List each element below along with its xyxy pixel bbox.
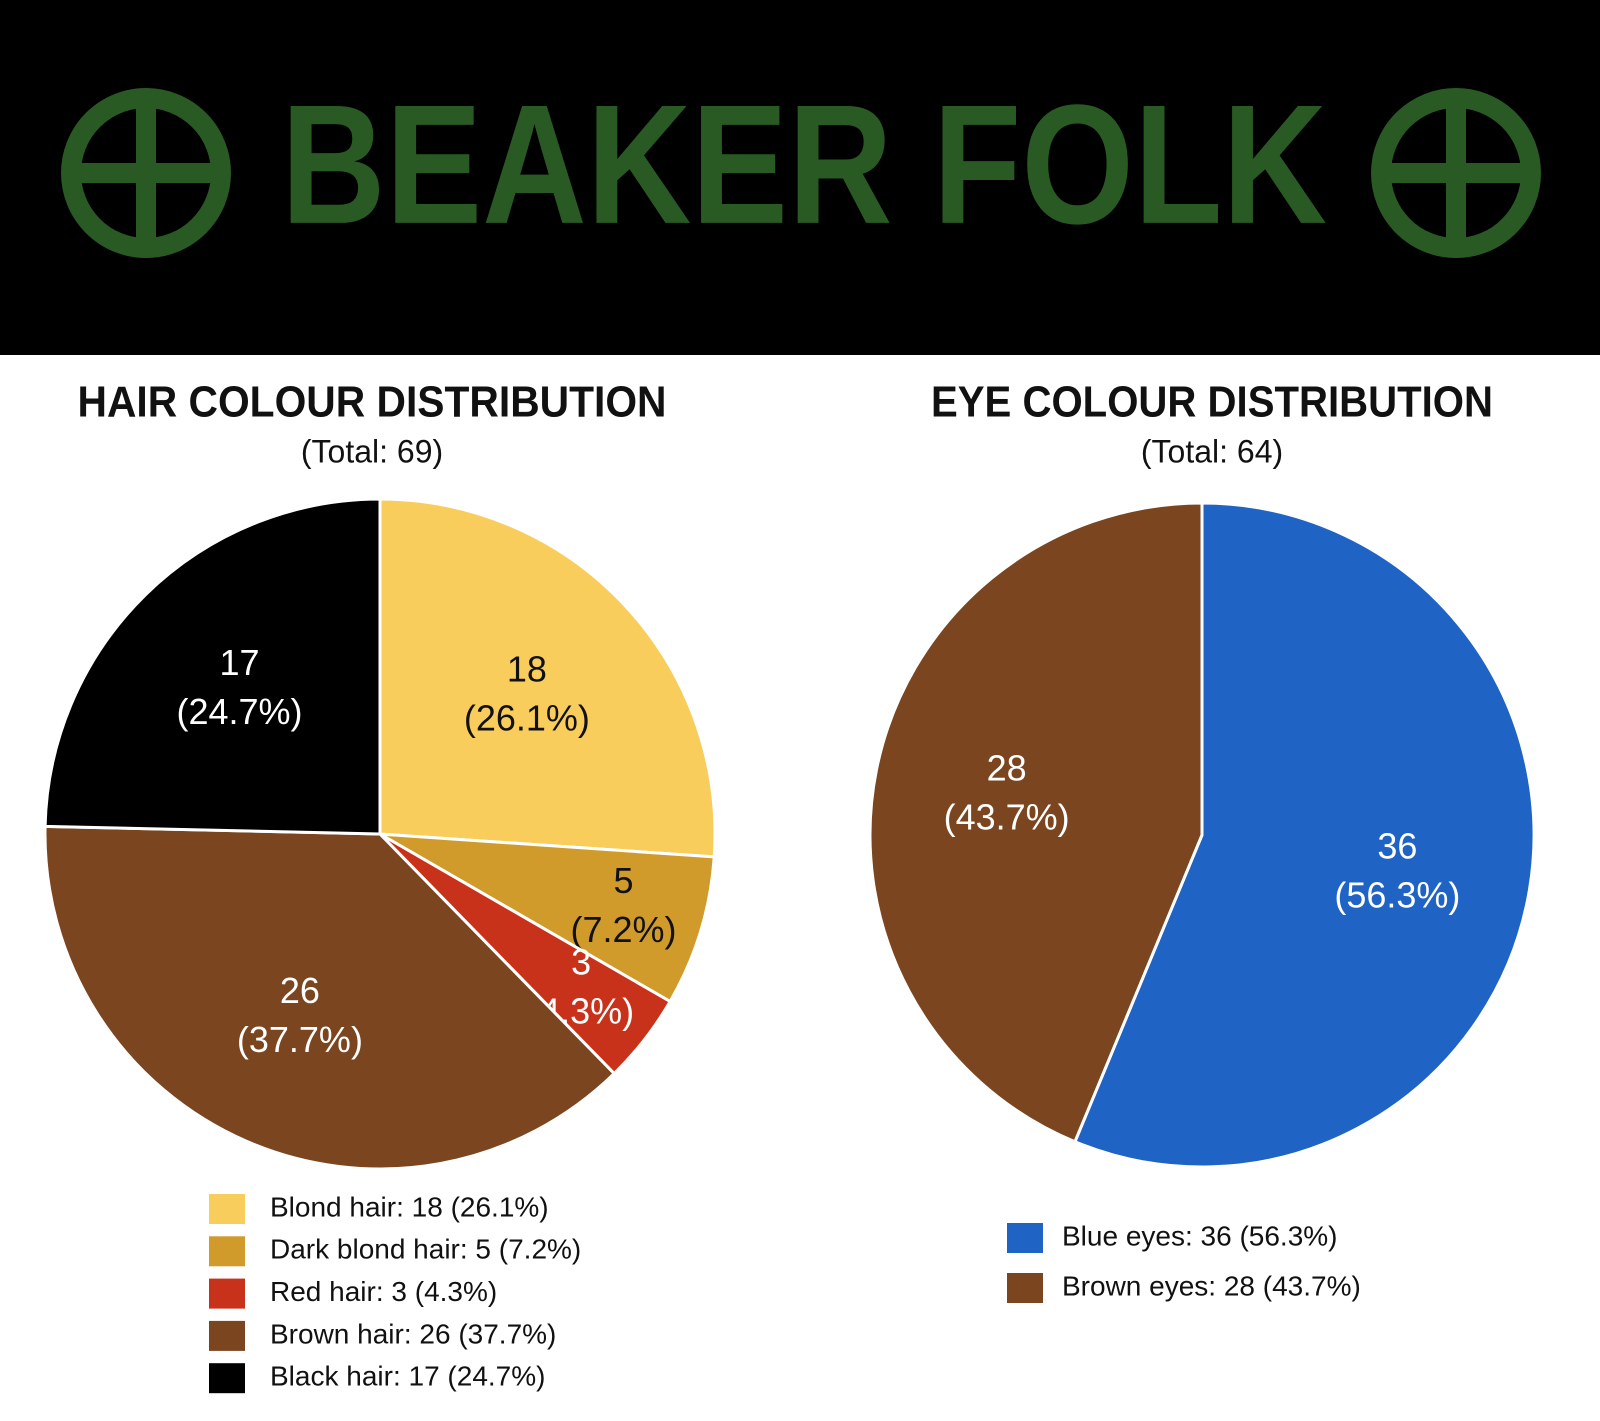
header-title: BEAKER FOLK (281, 70, 1327, 260)
legend-label: Red hair: 3 (4.3%) (270, 1276, 497, 1307)
pie-slice (379, 832, 716, 1004)
legend-swatch (209, 1236, 245, 1267)
slice-value-label: 5 (614, 860, 634, 901)
header-bar (0, 0, 1600, 355)
legend-swatch (1007, 1273, 1043, 1303)
slice-value-label: 36 (1377, 825, 1417, 866)
slice-percent-label: (26.1%) (464, 697, 590, 738)
legend-label: Black hair: 17 (24.7%) (270, 1361, 545, 1392)
slice-percent-label: (43.7%) (944, 797, 1070, 838)
chart-title: HAIR COLOUR DISTRIBUTION (78, 378, 667, 427)
pie-slice (43, 497, 382, 836)
legend-label: Blond hair: 18 (26.1%) (270, 1191, 549, 1222)
slice-value-label: 28 (987, 748, 1027, 789)
slice-value-label: 18 (507, 648, 547, 689)
slice-percent-label: (37.7%) (237, 1019, 363, 1060)
slice-percent-label: (7.2%) (571, 909, 677, 950)
legend-swatch (1007, 1223, 1043, 1253)
legend-swatch (209, 1320, 245, 1351)
legend-swatch (209, 1278, 245, 1309)
slice-value-label: 26 (280, 970, 320, 1011)
slice-value-label: 3 (571, 942, 591, 983)
pie-slice (1072, 501, 1536, 1169)
legend-swatch (209, 1363, 245, 1394)
legend-label: Blue eyes: 36 (56.3%) (1062, 1220, 1338, 1251)
pie-slice (43, 824, 617, 1171)
chart-subtitle: (Total: 69) (301, 433, 443, 469)
slice-percent-label: (24.7%) (176, 691, 302, 732)
slice-value-label: 17 (219, 642, 259, 683)
slice-percent-label: (56.3%) (1334, 874, 1460, 915)
legend-label: Brown eyes: 28 (43.7%) (1062, 1270, 1361, 1301)
pie-slice (868, 501, 1204, 1144)
legend-label: Brown hair: 26 (37.7%) (270, 1318, 556, 1349)
pie-slice (378, 497, 717, 859)
chart-title: EYE COLOUR DISTRIBUTION (931, 378, 1493, 427)
sun-cross-left (61, 88, 231, 258)
legend-swatch (209, 1194, 245, 1224)
sun-cross-right (1371, 88, 1541, 258)
chart-subtitle: (Total: 64) (1141, 433, 1283, 469)
legend-label: Dark blond hair: 5 (7.2%) (270, 1234, 581, 1265)
